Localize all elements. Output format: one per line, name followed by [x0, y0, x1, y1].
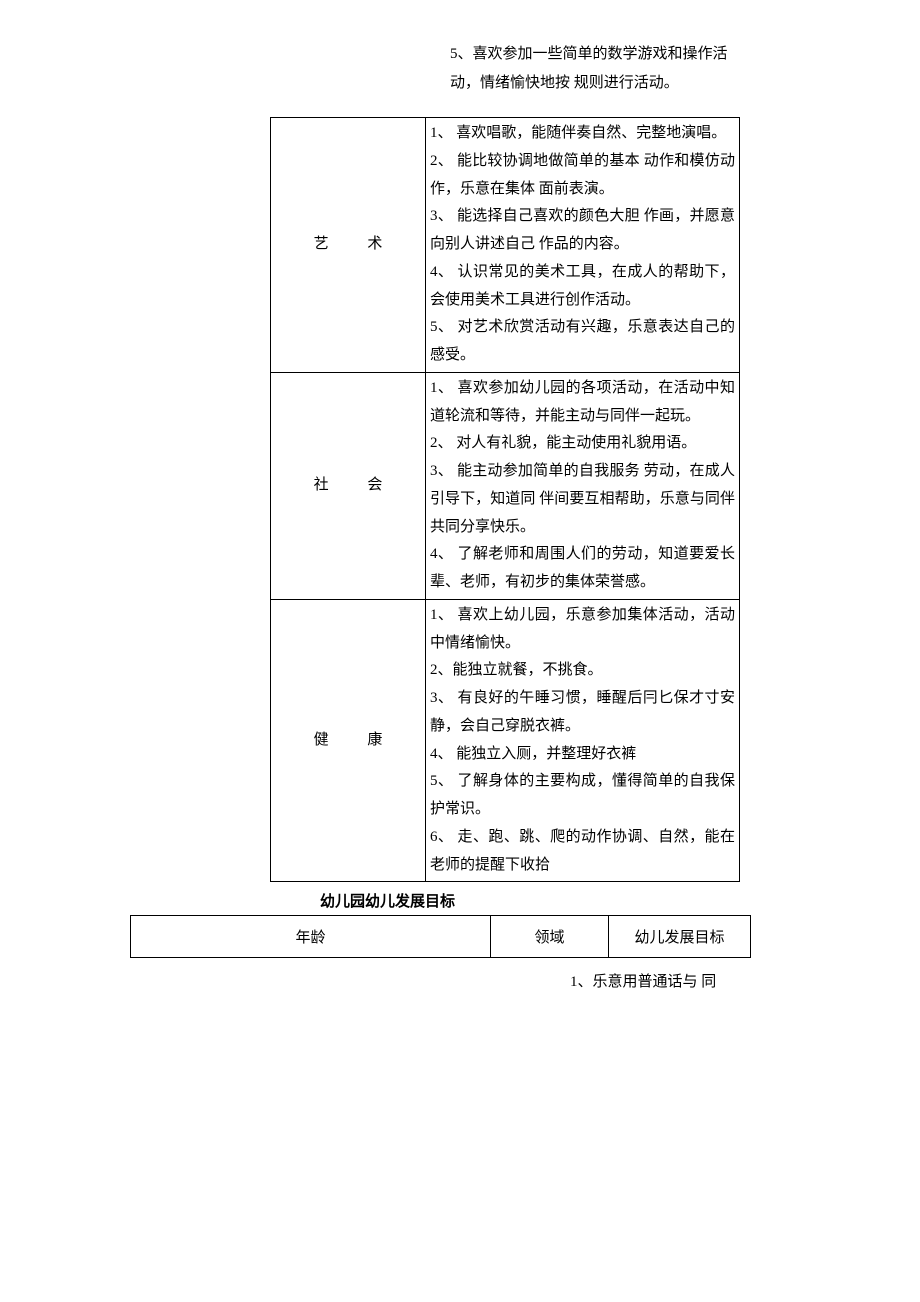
category-cell-health: 健 康	[271, 599, 426, 882]
category-cell-art: 艺 术	[271, 118, 426, 373]
category-char: 康	[367, 727, 382, 755]
category-cell-social: 社 会	[271, 372, 426, 599]
trailing-text: 1、乐意用普通话与 同	[570, 968, 790, 997]
content-cell-art: 1、 喜欢唱歌，能随伴奏自然、完整地演唱。2、 能比较协调地做简单的基本 动作和…	[426, 118, 740, 373]
table-row-health: 健 康 1、 喜欢上幼儿园，乐意参加集体活动，活动中情绪愉快。2、能独立就餐，不…	[271, 599, 740, 882]
category-char: 术	[367, 231, 382, 259]
header-goal: 幼儿发展目标	[609, 916, 751, 958]
top-paragraph: 5、喜欢参加一些简单的数学游戏和操作活动，情绪愉快地按 规则进行活动。	[450, 40, 740, 97]
category-char: 社	[314, 472, 329, 500]
table-row-social: 社 会 1、 喜欢参加幼儿园的各项活动，在活动中知道轮流和等待，并能主动与同伴一…	[271, 372, 740, 599]
header-row: 年龄 领域 幼儿发展目标	[131, 916, 751, 958]
header-age: 年龄	[131, 916, 491, 958]
goals-table: 艺 术 1、 喜欢唱歌，能随伴奏自然、完整地演唱。2、 能比较协调地做简单的基本…	[270, 117, 740, 882]
content-cell-social: 1、 喜欢参加幼儿园的各项活动，在活动中知道轮流和等待，并能主动与同伴一起玩。2…	[426, 372, 740, 599]
category-char: 艺	[314, 231, 329, 259]
category-char: 健	[314, 727, 329, 755]
content-cell-health: 1、 喜欢上幼儿园，乐意参加集体活动，活动中情绪愉快。2、能独立就餐，不挑食。3…	[426, 599, 740, 882]
table-row-art: 艺 术 1、 喜欢唱歌，能随伴奏自然、完整地演唱。2、 能比较协调地做简单的基本…	[271, 118, 740, 373]
section-title: 幼儿园幼儿发展目标	[320, 890, 790, 911]
header-domain: 领域	[491, 916, 609, 958]
category-char: 会	[367, 472, 382, 500]
header-table: 年龄 领域 幼儿发展目标	[130, 915, 751, 958]
